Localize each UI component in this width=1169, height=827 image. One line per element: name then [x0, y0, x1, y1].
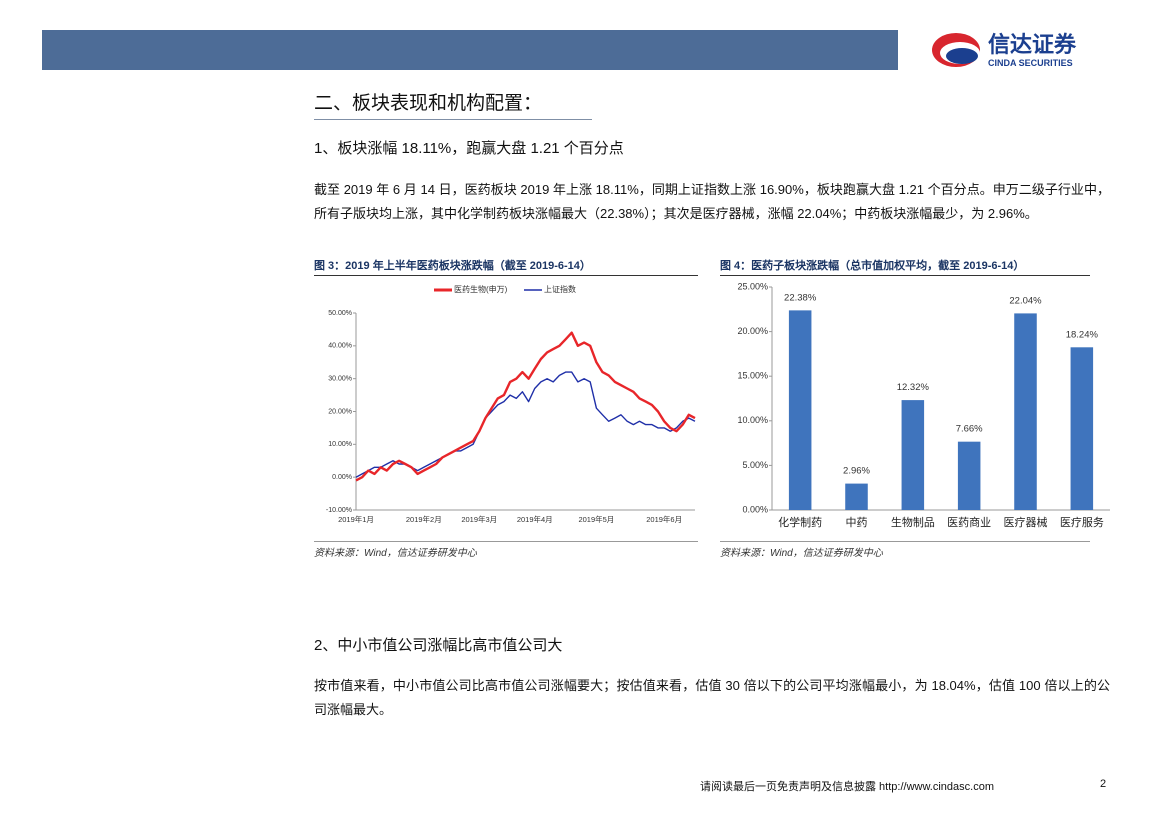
bar	[1014, 313, 1037, 510]
series-line	[355, 331, 696, 482]
x-tick-label: 生物制品	[891, 515, 935, 529]
paragraph: 截至 2019 年 6 月 14 日，医药板块 2019 年上涨 18.11%，…	[314, 182, 1110, 221]
page-number: 2	[1100, 778, 1107, 790]
subsection-title: 1、板块涨幅 18.11%，跑赢大盘 1.21 个百分点	[314, 140, 624, 157]
bar	[1070, 347, 1094, 510]
legend-label: 医药生物(申万)	[454, 284, 508, 294]
y-tick-label: 0.00%	[332, 474, 352, 481]
x-tick-label: 2019年2月	[406, 514, 442, 524]
x-tick-label: 中药	[846, 516, 868, 529]
bar	[845, 483, 868, 510]
value-label: 2.96%	[843, 466, 870, 477]
y-tick-label: 25.00%	[737, 281, 768, 291]
bar	[957, 441, 981, 510]
x-tick-label: 2019年1月	[338, 514, 374, 524]
y-tick-label: 5.00%	[742, 460, 768, 470]
bar	[901, 400, 925, 510]
x-tick-label: 医药商业	[947, 515, 991, 529]
y-tick-label: 50.00%	[328, 310, 352, 317]
source-note: 资料来源：Wind，信达证券研发中心	[720, 541, 1090, 559]
y-tick-label: 15.00%	[737, 371, 768, 381]
x-tick-label: 2019年4月	[517, 514, 553, 524]
x-tick-label: 2019年5月	[578, 514, 614, 524]
y-tick-label: 40.00%	[328, 343, 352, 350]
brand: 信达证券	[988, 32, 1077, 57]
figure-caption: 图 4：医药子板块涨跌幅（总市值加权平均，截至 2019-6-14）	[720, 257, 1090, 276]
value-label: 12.32%	[897, 382, 930, 393]
x-tick-label: 2019年6月	[646, 514, 682, 524]
y-tick-label: 20.00%	[328, 408, 352, 415]
paragraph: 按市值来看，中小市值公司比高市值公司涨幅要大；按估值来看，估值 30 倍以下的公…	[314, 678, 1110, 717]
footer-disclaimer: 请阅读最后一页免责声明及信息披露 http://www.cindasc.com	[700, 781, 994, 793]
logo-swirl	[946, 48, 978, 64]
value-label: 7.66%	[956, 424, 983, 435]
bar	[788, 310, 812, 510]
y-tick-label: 30.00%	[328, 376, 352, 383]
logo: 信达证券 CINDA SECURITIES	[932, 32, 1077, 68]
figure-caption: 图 3：2019 年上半年医药板块涨跌幅（截至 2019-6-14）	[314, 257, 698, 276]
source-note: 资料来源：Wind，信达证券研发中心	[314, 541, 698, 559]
value-label: 22.38%	[784, 292, 817, 303]
value-label: 22.04%	[1009, 295, 1042, 306]
y-tick-label: -10.00%	[326, 507, 352, 514]
header-bar	[42, 30, 898, 70]
x-tick-label: 医疗服务	[1060, 515, 1104, 529]
y-tick-label: 10.00%	[328, 441, 352, 448]
y-tick-label: 0.00%	[742, 504, 768, 514]
line-chart: -10.00% 0.00% 10.00% 20.00% 30.00% 40.00% 50.0…	[326, 284, 696, 524]
series-line	[355, 371, 696, 478]
subsection-title: 2、中小市值公司涨幅比高市值公司大	[314, 637, 563, 654]
y-tick-label: 10.00%	[737, 415, 768, 425]
bar-chart: 0.00% 5.00% 10.00% 15.00% 20.00% 25.00% 22.38%…	[737, 281, 1110, 529]
brand-en: CINDA SECURITIES	[988, 58, 1073, 68]
legend-label: 上证指数	[544, 284, 576, 294]
x-tick-label: 医疗器械	[1004, 515, 1048, 529]
x-tick-label: 2019年3月	[461, 514, 497, 524]
x-tick-label: 化学制药	[778, 515, 822, 529]
y-tick-label: 20.00%	[737, 326, 768, 336]
section-title: 二、板块表现和机构配置：	[314, 88, 592, 120]
value-label: 18.24%	[1066, 329, 1099, 340]
